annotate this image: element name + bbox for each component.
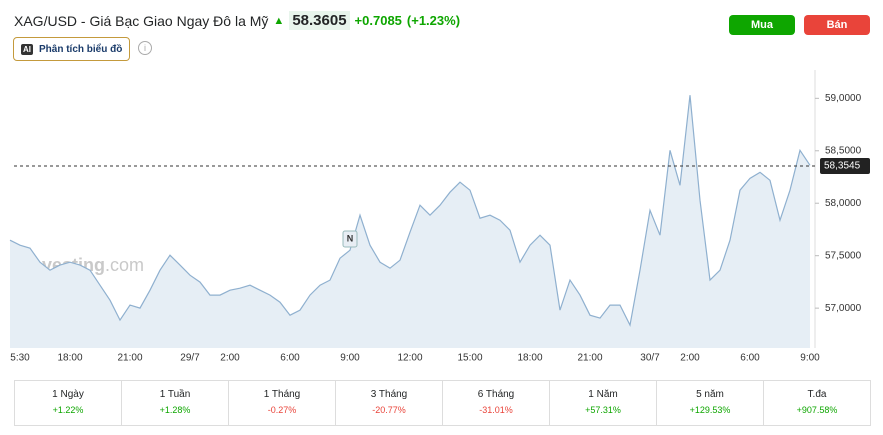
y-tick-label: 57,5000 bbox=[825, 250, 862, 261]
period-change: -0.27% bbox=[267, 405, 297, 415]
period[interactable]: 1 Năm +57.31% bbox=[550, 381, 657, 425]
x-tick-label: 21:00 bbox=[577, 353, 602, 364]
current-price-label: 58,3545 bbox=[824, 161, 861, 172]
y-tick-label: 57,0000 bbox=[825, 303, 862, 314]
period[interactable]: 1 Tháng -0.27% bbox=[229, 381, 336, 425]
period-name: 1 Năm bbox=[588, 389, 618, 400]
period-name: 3 Tháng bbox=[370, 389, 408, 400]
period[interactable]: 1 Ngày +1.22% bbox=[15, 381, 122, 425]
period-name: 5 năm bbox=[696, 389, 724, 400]
info-icon[interactable]: i bbox=[138, 41, 152, 55]
period-change: +129.53% bbox=[689, 405, 731, 415]
x-tick-label: 18:00 bbox=[57, 353, 82, 364]
analysis-button[interactable]: AI Phân tích biểu đồ bbox=[13, 37, 131, 61]
x-tick-label: 9:00 bbox=[800, 353, 820, 364]
y-tick-label: 58,0000 bbox=[825, 198, 862, 209]
period-bar: 1 Ngày +1.22% 1 Tuần +1.28% 1 Tháng -0.27% 3 T… bbox=[14, 380, 871, 426]
period-name: 1 Ngày bbox=[52, 389, 84, 400]
news-marker-label: N bbox=[347, 233, 354, 243]
period-name: T.đa bbox=[807, 389, 827, 400]
x-tick-label: 21:00 bbox=[117, 353, 142, 364]
x-tick-label: 9:00 bbox=[340, 353, 360, 364]
period-change: -20.77% bbox=[372, 405, 406, 415]
header: XAG/USD - Giá Bạc Giao Ngay Đô la Mỹ ▲ 5… bbox=[14, 11, 460, 30]
area bbox=[10, 95, 810, 348]
change: +0.7085 bbox=[354, 13, 402, 28]
news-marker bbox=[342, 230, 358, 248]
x-tick-label: 18:00 bbox=[517, 353, 542, 364]
x-tick-label: 6:00 bbox=[740, 353, 760, 364]
x-tick-label: 29/7 bbox=[180, 353, 200, 364]
period-change: -31.01% bbox=[479, 405, 513, 415]
x-tick-label: 5:30 bbox=[10, 353, 30, 364]
x-tick-label: 30/7 bbox=[640, 353, 660, 364]
period-change: +57.31% bbox=[585, 405, 621, 415]
analysis-label: Phân tích biểu đồ bbox=[39, 43, 123, 55]
period-change: +1.22% bbox=[52, 405, 84, 415]
x-tick-label: 12:00 bbox=[397, 353, 422, 364]
period[interactable]: 5 năm +129.53% bbox=[657, 381, 764, 425]
x-tick-label: 2:00 bbox=[220, 353, 240, 364]
period[interactable]: 3 Tháng -20.77% bbox=[336, 381, 443, 425]
y-tick-label: 58,5000 bbox=[825, 145, 862, 156]
ai-icon: AI bbox=[21, 43, 33, 55]
x-tick-label: 15:00 bbox=[457, 353, 482, 364]
period-name: 1 Tháng bbox=[263, 389, 301, 400]
period-change: +907.58% bbox=[796, 405, 838, 415]
period[interactable]: 6 Tháng -31.01% bbox=[443, 381, 550, 425]
buy-button[interactable]: Mua bbox=[729, 15, 795, 35]
price: 58.3605 bbox=[289, 11, 350, 30]
period-name: 6 Tháng bbox=[477, 389, 515, 400]
sell-button[interactable]: Bán bbox=[804, 15, 870, 35]
x-tick-label: 2:00 bbox=[680, 353, 700, 364]
chart: 57,000057,500058,000058,500059,0000Inves… bbox=[9, 70, 870, 364]
period[interactable]: T.đa +907.58% bbox=[764, 381, 870, 425]
watermark-suffix: .com bbox=[105, 255, 144, 275]
line bbox=[9, 95, 811, 327]
change-pct: (+1.23%) bbox=[406, 13, 461, 28]
up-arrow: ▲ bbox=[273, 14, 285, 27]
period[interactable]: 1 Tuần +1.28% bbox=[122, 381, 229, 425]
period-change: +1.28% bbox=[159, 405, 191, 415]
x-tick-label: 6:00 bbox=[280, 353, 300, 364]
current-price-box bbox=[820, 158, 870, 175]
period-name: 1 Tuần bbox=[159, 389, 191, 400]
title: XAG/USD - Giá Bạc Giao Ngay Đô la Mỹ bbox=[14, 12, 269, 29]
y-tick-label: 59,0000 bbox=[825, 93, 862, 104]
